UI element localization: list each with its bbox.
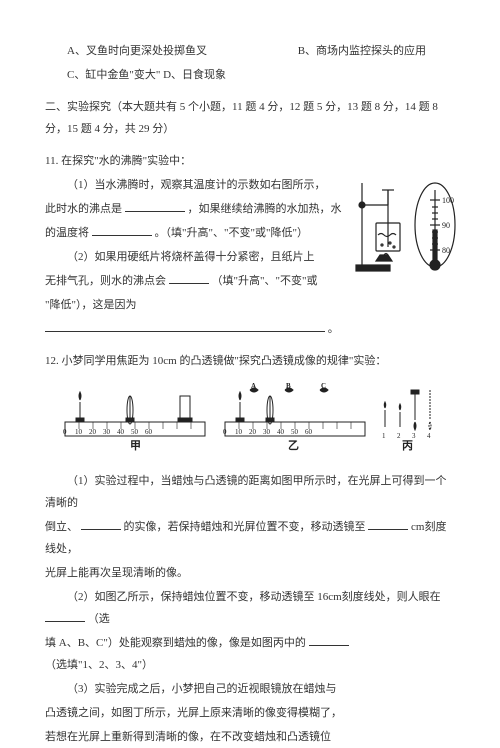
svg-text:4: 4: [427, 432, 431, 440]
q12-2-line1a: （2）如图乙所示，保持蜡烛位置不变，移动透镜至 16cm刻度线处，则人眼在: [67, 591, 441, 603]
svg-text:10: 10: [75, 428, 83, 436]
q11-2-line2a: 无排气孔，则水的沸点会: [45, 275, 166, 287]
svg-text:2: 2: [397, 432, 401, 440]
q11-1-line2b: ，如果继续给沸腾的水加热，水: [188, 203, 342, 215]
option-b: B、商场内监控探头的应用: [298, 45, 426, 57]
q11-stem: 11. 在探究"水的沸腾"实验中：: [45, 150, 455, 172]
q12-3-line3: 若想在光屏上重新得到清晰的像，在不改变蜡烛和凸透镜位: [45, 726, 455, 748]
label-yi: 乙: [288, 439, 299, 452]
blank-long: [45, 320, 325, 332]
blank: [368, 518, 408, 530]
option-c: C、缸中金鱼"变大" D、日食现象: [67, 69, 226, 81]
svg-text:100: 100: [442, 196, 454, 205]
q12-3-line1: （3）实验完成之后，小梦把自己的近视眼镜放在蜡烛与: [45, 678, 455, 700]
svg-text:50: 50: [131, 428, 139, 436]
svg-text:1: 1: [382, 432, 386, 440]
label-jia: 甲: [130, 439, 141, 452]
label-bing: 丙: [402, 439, 413, 452]
section-two-title: 二、实验探究（本大题共有 5 个小题，11 题 4 分，12 题 5 分，13 …: [45, 96, 455, 140]
svg-text:60: 60: [145, 428, 153, 436]
svg-text:0: 0: [223, 428, 227, 436]
q12-stem: 12. 小梦同学用焦距为 10cm 的凸透镜做"探究凸透镜成像的规律"实验：: [45, 350, 455, 372]
q11-2-line2b: （填"升高"、"不变"或: [212, 275, 318, 287]
q12-2-line2: 填 A、B、C"）处能观察到蜡烛的像，像是如图丙中的: [45, 637, 306, 649]
svg-text:0: 0: [63, 428, 67, 436]
blank: [81, 518, 121, 530]
svg-text:A: A: [251, 382, 256, 390]
figure-boiling-setup: 100 90 80: [350, 175, 460, 280]
svg-text:C: C: [321, 382, 326, 390]
svg-text:30: 30: [103, 428, 111, 436]
q12-1-line3: 光屏上能再次呈现清晰的像。: [45, 562, 455, 584]
q12-1-line1: （1）实验过程中，当蜡烛与凸透镜的距离如图甲所示时，在光屏上可得到一个清晰的: [45, 470, 455, 514]
svg-text:80: 80: [442, 246, 450, 255]
figure-lens-setups: 0 10 20 30 40 50 60 0 10 20 30 40 50 60 A B C 1 2…: [60, 382, 440, 460]
blank: [45, 610, 85, 622]
option-a: A、叉鱼时向更深处投掷鱼叉: [67, 45, 207, 57]
svg-text:20: 20: [89, 428, 97, 436]
blank: [309, 634, 349, 646]
q11-1-line3a: 的温度将: [45, 227, 89, 239]
q11-2-line3: "降低"），这是因为: [45, 299, 136, 311]
svg-text:60: 60: [305, 428, 313, 436]
q12-3-line2: 凸透镜之间，如图丁所示，光屏上原来清晰的像变得模糊了，: [45, 702, 455, 724]
blank: [92, 224, 152, 236]
svg-text:3: 3: [412, 432, 416, 440]
q12-1-line2a: 倒立、: [45, 521, 78, 533]
q12-1-line2b: 的实像，若保持蜡烛和光屏位置不变，移动透镜至: [124, 521, 366, 533]
svg-text:10: 10: [235, 428, 243, 436]
q12-2-line2b: （选填"1、2、3、4"）: [45, 659, 153, 671]
blank: [169, 272, 209, 284]
svg-text:40: 40: [277, 428, 285, 436]
q12-2-line1b: （选: [88, 613, 110, 625]
svg-text:40: 40: [117, 428, 125, 436]
q11-2-end: 。: [328, 323, 339, 335]
q11-1-line2a: 此时水的沸点是: [45, 203, 122, 215]
svg-text:B: B: [286, 382, 291, 390]
svg-text:30: 30: [263, 428, 271, 436]
svg-text:90: 90: [442, 221, 450, 230]
blank: [125, 200, 185, 212]
svg-text:20: 20: [249, 428, 257, 436]
q11-1-line3b: 。（填"升高"、"不变"或"降低"）: [155, 227, 308, 239]
svg-text:50: 50: [291, 428, 299, 436]
